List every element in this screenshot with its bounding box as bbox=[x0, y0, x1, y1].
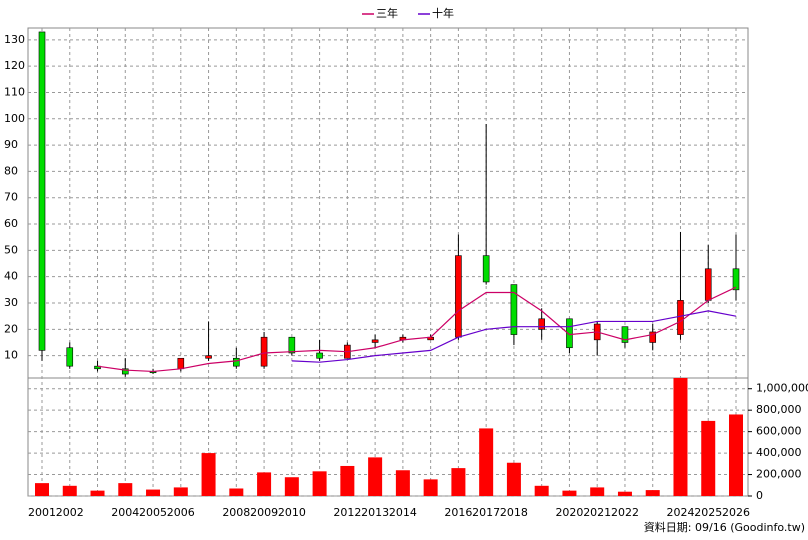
x-tick-label: 2025 bbox=[694, 506, 722, 519]
volume-bar bbox=[90, 490, 105, 496]
volume-bar bbox=[395, 470, 410, 496]
y2-tick-label: 600,000 bbox=[756, 425, 802, 438]
candle-body bbox=[704, 268, 712, 301]
y2-tick-label: 0 bbox=[756, 489, 763, 502]
y-tick-label: 90 bbox=[4, 138, 18, 151]
price-panel bbox=[27, 27, 749, 379]
y-tick-label: 130 bbox=[4, 33, 25, 46]
volume-bar bbox=[35, 483, 49, 496]
x-tick-label: 2013 bbox=[361, 506, 389, 519]
y2-tick-label: 1,000,000 bbox=[756, 382, 808, 395]
candle-body bbox=[316, 352, 323, 359]
volume-bar bbox=[617, 491, 632, 496]
x-tick-label: 2002 bbox=[56, 506, 84, 519]
candle-body bbox=[455, 255, 462, 338]
volume-bar bbox=[368, 457, 383, 496]
y-tick-label: 30 bbox=[4, 296, 18, 309]
volume-bar bbox=[62, 485, 77, 496]
y-tick-label: 20 bbox=[4, 322, 18, 335]
y-tick-label: 70 bbox=[4, 191, 18, 204]
volume-bar bbox=[229, 488, 244, 496]
candle-body bbox=[538, 318, 545, 330]
candle-body bbox=[482, 255, 490, 283]
x-tick-label: 2010 bbox=[278, 506, 306, 519]
volume-bar bbox=[534, 485, 549, 496]
volume-bar bbox=[423, 479, 438, 496]
y2-tick-label: 200,000 bbox=[756, 468, 802, 481]
y-tick-label: 100 bbox=[4, 112, 25, 125]
ma-line bbox=[97, 286, 737, 373]
volume-bar bbox=[257, 472, 272, 496]
candle-body bbox=[288, 336, 296, 354]
volume-bar bbox=[562, 490, 577, 496]
volume-panel bbox=[27, 377, 749, 497]
x-tick-label: 2026 bbox=[722, 506, 750, 519]
candle-body bbox=[233, 357, 240, 367]
x-tick-label: 2008 bbox=[222, 506, 250, 519]
legend-label: 三年 bbox=[376, 6, 398, 20]
x-tick-label: 2009 bbox=[250, 506, 278, 519]
y-tick-label: 60 bbox=[4, 217, 18, 230]
x-tick-label: 2021 bbox=[583, 506, 611, 519]
volume-bar bbox=[451, 468, 466, 496]
x-tick-label: 2018 bbox=[500, 506, 528, 519]
x-tick-label: 2001 bbox=[28, 506, 56, 519]
x-tick-label: 2014 bbox=[389, 506, 417, 519]
y-tick-label: 120 bbox=[4, 59, 25, 72]
candle-body bbox=[649, 331, 657, 343]
candle-body bbox=[371, 339, 379, 343]
candle-body bbox=[38, 31, 46, 351]
x-tick-label: 2017 bbox=[472, 506, 500, 519]
x-tick-label: 2006 bbox=[167, 506, 195, 519]
y2-tick-label: 400,000 bbox=[756, 446, 802, 459]
y2-tick-label: 800,000 bbox=[756, 403, 802, 416]
x-tick-label: 2016 bbox=[444, 506, 472, 519]
x-tick-label: 2020 bbox=[555, 506, 583, 519]
x-tick-label: 2012 bbox=[333, 506, 361, 519]
y-tick-label: 40 bbox=[4, 270, 18, 283]
volume-bar bbox=[479, 428, 494, 496]
volume-bar bbox=[701, 420, 716, 496]
y-tick-label: 80 bbox=[4, 164, 18, 177]
volume-bar bbox=[506, 462, 521, 496]
candle-body bbox=[260, 336, 268, 367]
footer: 資料日期: 09/16 (Goodinfo.tw) bbox=[644, 520, 805, 534]
candle-body bbox=[621, 326, 629, 343]
legend-label: 十年 bbox=[432, 6, 454, 20]
y-tick-label: 110 bbox=[4, 85, 25, 98]
volume-bar bbox=[340, 465, 355, 496]
volume-bar bbox=[645, 490, 660, 496]
volume-bar bbox=[673, 378, 688, 496]
volume-bar bbox=[284, 477, 299, 496]
x-tick-label: 2024 bbox=[666, 506, 694, 519]
x-tick-label: 2004 bbox=[111, 506, 139, 519]
y-tick-label: 10 bbox=[4, 349, 18, 362]
candle-body bbox=[121, 368, 129, 375]
candle-body bbox=[66, 347, 74, 367]
volume-bar bbox=[173, 487, 188, 496]
ma-line bbox=[291, 310, 737, 363]
x-tick-label: 2022 bbox=[611, 506, 639, 519]
volume-bar bbox=[729, 414, 743, 496]
volume-bar bbox=[118, 483, 133, 496]
candle-body bbox=[732, 268, 740, 291]
volume-bar bbox=[590, 487, 605, 496]
volume-bar bbox=[146, 489, 161, 496]
candle-body bbox=[510, 284, 518, 335]
x-tick-label: 2005 bbox=[139, 506, 167, 519]
candle-body bbox=[566, 318, 573, 349]
candle-body bbox=[205, 355, 212, 359]
candle-body bbox=[177, 357, 185, 370]
candle-body bbox=[677, 300, 684, 335]
volume-bar bbox=[201, 453, 216, 496]
volume-bar bbox=[312, 471, 327, 496]
y-tick-label: 50 bbox=[4, 243, 18, 256]
